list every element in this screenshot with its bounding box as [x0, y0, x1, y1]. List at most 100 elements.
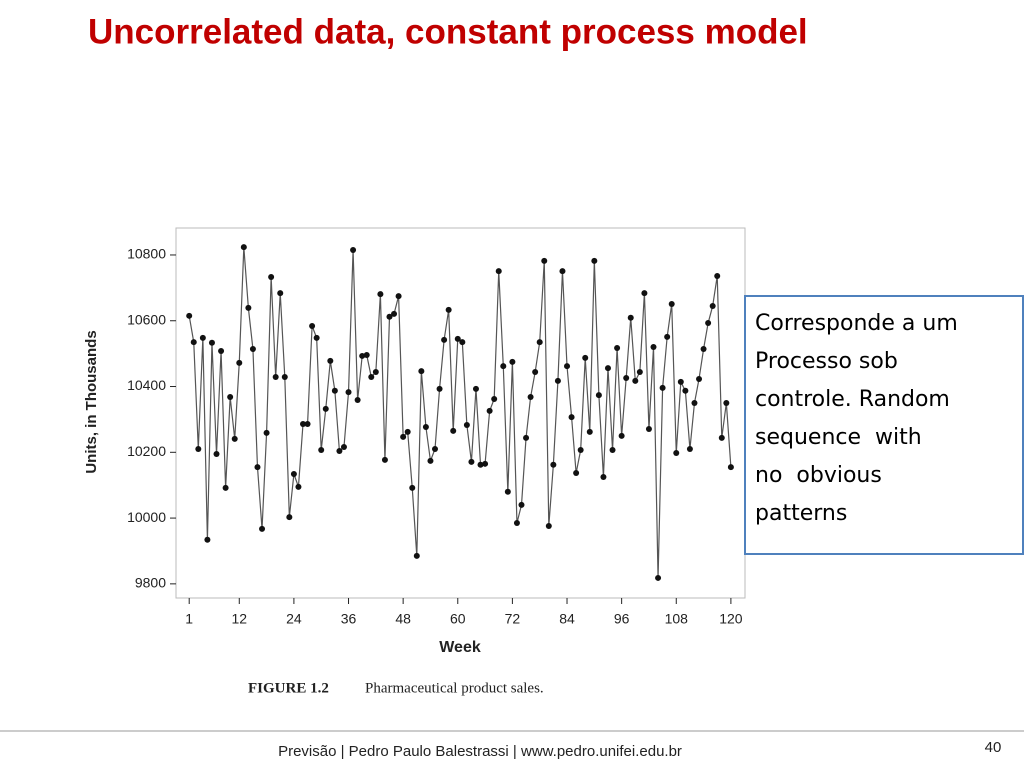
data-point [696, 375, 703, 382]
data-point [404, 428, 411, 435]
data-point [595, 392, 602, 399]
x-tick-label: 1 [185, 611, 193, 627]
data-point [536, 339, 543, 346]
data-point [195, 446, 202, 453]
footer: Previsão | Pedro Paulo Balestrassi | www… [278, 743, 682, 760]
data-point [313, 334, 320, 341]
data-point [486, 407, 493, 414]
data-point [673, 449, 680, 456]
data-point [422, 423, 429, 430]
data-point [318, 447, 325, 453]
y-axis-label: Units, in Thousands [83, 330, 100, 473]
data-point [636, 369, 643, 376]
data-point [354, 397, 361, 404]
data-point [450, 427, 457, 434]
data-point [231, 435, 238, 442]
x-tick-label: 96 [614, 611, 630, 627]
data-point [709, 302, 716, 309]
text-box-line: patterns [755, 501, 847, 526]
data-point [436, 385, 443, 392]
data-point [568, 414, 575, 421]
data-point [322, 405, 329, 412]
data-point [641, 290, 648, 297]
data-point [377, 291, 384, 298]
data-point [272, 373, 279, 380]
text-box-line: controle. Random [755, 387, 950, 412]
data-point [340, 444, 347, 451]
y-tick-label: 10400 [127, 377, 166, 393]
data-point [591, 257, 598, 264]
data-point [208, 339, 215, 346]
data-point [564, 363, 571, 370]
data-point [368, 373, 375, 380]
data-point [290, 471, 297, 478]
data-point [240, 244, 247, 251]
y-tick-label: 10000 [127, 509, 166, 525]
data-point [668, 300, 675, 307]
data-point [286, 514, 293, 521]
data-point [659, 384, 666, 391]
data-point [386, 313, 393, 320]
data-point [254, 464, 261, 471]
text-box-line: Processo sob [755, 349, 898, 374]
data-point [363, 351, 370, 358]
data-point [336, 447, 343, 454]
x-tick-label: 48 [395, 611, 411, 627]
data-point [445, 306, 452, 313]
data-point [604, 365, 611, 372]
data-point [645, 425, 652, 432]
data-point [541, 257, 548, 264]
data-point [300, 421, 307, 428]
x-tick-label: 72 [505, 611, 521, 627]
data-point [523, 434, 530, 441]
data-point [345, 389, 352, 396]
data-point [554, 377, 561, 384]
data-point [609, 447, 616, 453]
data-point [513, 520, 520, 527]
data-point [441, 336, 448, 343]
data-point [559, 268, 566, 275]
data-point [395, 293, 402, 300]
data-point [186, 312, 193, 319]
data-point [381, 456, 388, 463]
data-point [331, 387, 338, 394]
x-tick-label: 84 [559, 611, 575, 627]
data-point [686, 446, 693, 453]
data-point [500, 363, 507, 370]
data-point [391, 310, 398, 317]
data-point [463, 422, 470, 429]
x-tick-label: 12 [231, 611, 247, 627]
data-point [263, 429, 270, 436]
data-point [518, 501, 525, 508]
data-point [249, 346, 256, 353]
data-point [218, 348, 225, 355]
data-point [245, 304, 252, 311]
x-tick-label: 60 [450, 611, 466, 627]
data-point [655, 574, 662, 581]
data-point [627, 314, 634, 321]
x-axis-label: Week [439, 639, 481, 656]
data-point [632, 377, 639, 384]
x-tick-label: 108 [665, 611, 689, 627]
data-point [623, 374, 630, 381]
data-point [468, 458, 475, 465]
data-point [190, 339, 197, 346]
plot-frame [175, 227, 746, 599]
y-tick-label: 10600 [127, 311, 166, 327]
data-point [509, 358, 516, 365]
data-point [482, 460, 489, 467]
data-point [418, 368, 425, 375]
data-point [550, 461, 557, 468]
data-point [400, 433, 407, 440]
caption: Pharmaceutical product sales. [365, 680, 544, 696]
data-point [714, 273, 721, 280]
text-box-line: sequence with [755, 425, 922, 450]
data-point [577, 447, 584, 453]
data-point [718, 434, 725, 441]
data-point [295, 483, 302, 490]
data-point [432, 446, 439, 453]
data-point [350, 247, 357, 254]
data-point [691, 399, 698, 406]
data-point [650, 344, 657, 351]
